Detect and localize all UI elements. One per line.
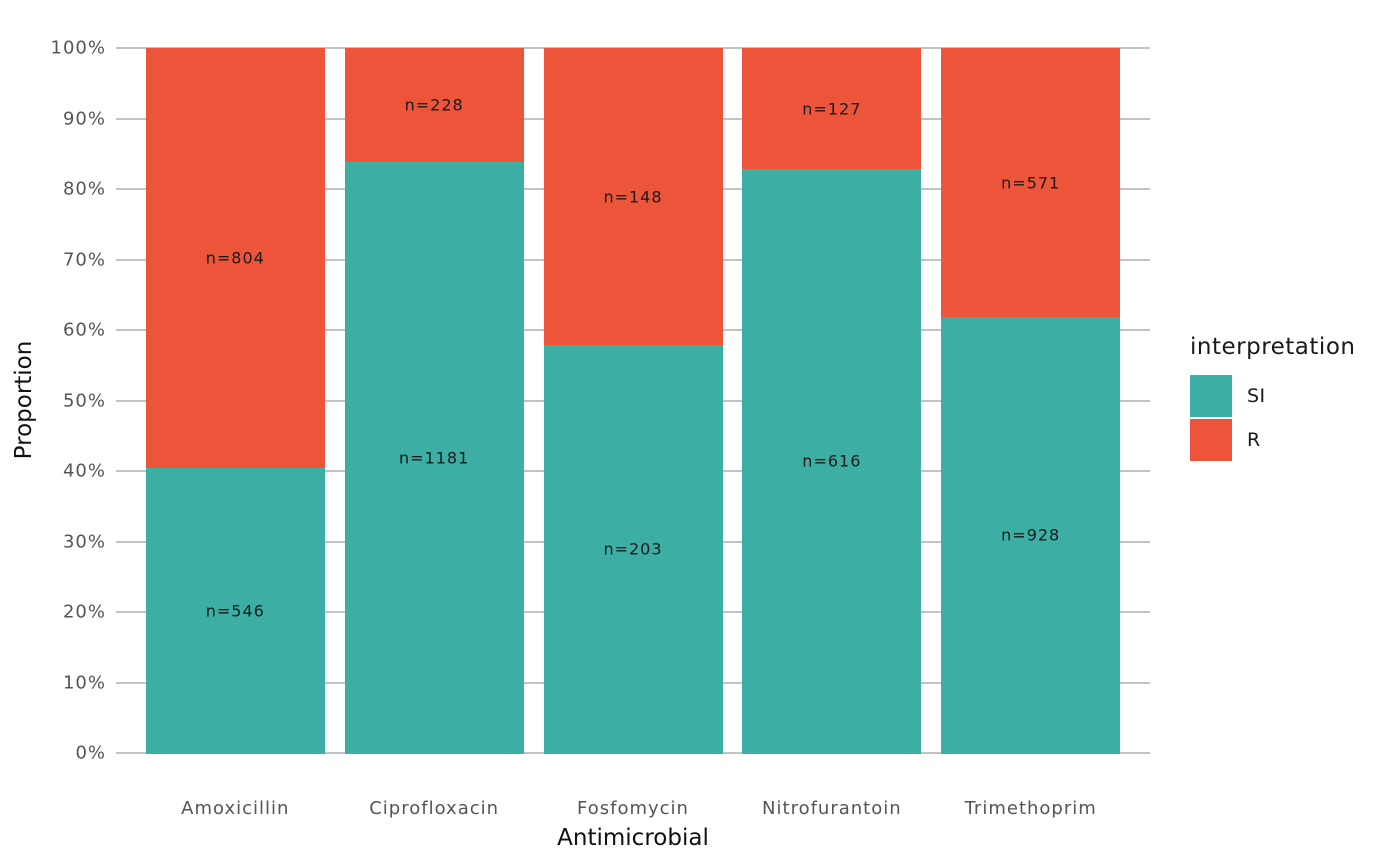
segment-count-label-r-nitrofurantoin: n=127: [802, 99, 862, 118]
x-axis-title: Antimicrobial: [557, 825, 709, 851]
y-tick-label-30: 30%: [62, 531, 106, 552]
bar-segment-si-nitrofurantoin: [742, 169, 921, 754]
segment-count-label-si-fosfomycin: n=203: [603, 539, 663, 559]
legend-item-r: R: [1190, 419, 1355, 461]
y-tick-label-40: 40%: [62, 460, 106, 482]
x-tick-label-fosfomycin: Fosfomycin: [577, 798, 689, 819]
y-tick-label-20: 20%: [62, 601, 106, 623]
legend-item-si: SI: [1190, 375, 1355, 417]
y-tick-label-80: 80%: [62, 178, 106, 200]
bar-segment-r-fosfomycin: [544, 48, 723, 345]
y-tick-label-0: 0%: [75, 742, 106, 764]
legend-label-r: R: [1247, 429, 1261, 451]
bar-segment-r-trimethoprim: [941, 48, 1120, 317]
y-tick-label-90: 90%: [62, 108, 106, 129]
segment-count-label-r-ciprofloxacin: n=228: [404, 95, 464, 115]
segment-count-label-si-amoxicillin: n=546: [205, 601, 265, 620]
x-tick-label-ciprofloxacin: Ciprofloxacin: [369, 798, 500, 819]
y-tick-label-70: 70%: [62, 249, 106, 270]
bar-segment-r-ciprofloxacin: [345, 48, 524, 162]
bar-segment-si-amoxicillin: [146, 468, 325, 754]
x-tick-label-amoxicillin: Amoxicillin: [181, 798, 290, 819]
segment-count-label-si-nitrofurantoin: n=616: [802, 451, 862, 471]
y-tick-label-50: 50%: [62, 390, 106, 411]
bar-segment-si-ciprofloxacin: [345, 162, 524, 754]
legend-label-si: SI: [1247, 385, 1266, 407]
x-tick-label-nitrofurantoin: Nitrofurantoin: [762, 798, 902, 819]
segment-count-label-r-amoxicillin: n=804: [205, 248, 265, 268]
y-tick-label-60: 60%: [62, 319, 106, 341]
legend-title: interpretation: [1190, 334, 1356, 360]
y-tick-label-100: 100%: [50, 37, 106, 59]
y-tick-label-10: 10%: [62, 672, 106, 693]
bar-segment-r-nitrofurantoin: [742, 48, 921, 169]
bar-segment-r-amoxicillin: [146, 48, 325, 468]
x-tick-label-trimethoprim: Trimethoprim: [964, 798, 1097, 819]
y-axis-title: Proportion: [11, 340, 37, 460]
segment-count-label-si-trimethoprim: n=928: [1001, 525, 1061, 545]
bar-segment-si-fosfomycin: [544, 345, 723, 754]
legend-swatch-r: [1190, 419, 1232, 461]
bar-segment-si-trimethoprim: [941, 317, 1120, 754]
segment-count-label-si-ciprofloxacin: n=1181: [399, 448, 470, 467]
segment-count-label-r-fosfomycin: n=148: [603, 187, 663, 206]
legend: interpretation SI R: [1190, 334, 1355, 463]
segment-count-label-r-trimethoprim: n=571: [1001, 173, 1061, 192]
legend-swatch-si: [1190, 375, 1232, 417]
